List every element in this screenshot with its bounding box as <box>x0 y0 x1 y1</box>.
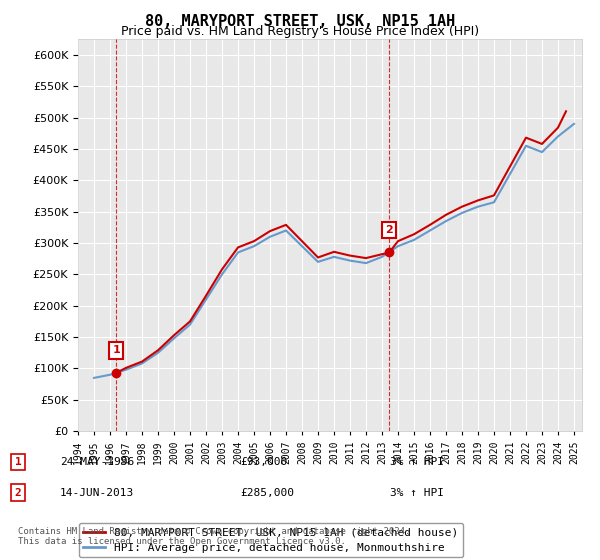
80, MARYPORT STREET, USK, NP15 1AH (detached house) <box>490 192 497 199</box>
80, MARYPORT STREET, USK, NP15 1AH (detached house) <box>187 318 194 325</box>
HPI: Average price, detached house, Monmouthshire: (2.01e+03, 2.95e+05): Average price, detached house, Monmouths… <box>394 243 401 250</box>
80, MARYPORT STREET, USK, NP15 1AH (detached house) <box>386 249 393 256</box>
HPI: Average price, detached house, Monmouthshire: (2.02e+03, 4.55e+05): Average price, detached house, Monmouths… <box>523 142 530 149</box>
Text: 80, MARYPORT STREET, USK, NP15 1AH: 80, MARYPORT STREET, USK, NP15 1AH <box>145 14 455 29</box>
HPI: Average price, detached house, Monmouthshire: (2.02e+03, 3.58e+05): Average price, detached house, Monmouths… <box>475 203 482 210</box>
80, MARYPORT STREET, USK, NP15 1AH (detached house) <box>523 134 530 141</box>
Text: 14-JUN-2013: 14-JUN-2013 <box>60 488 134 498</box>
Text: £285,000: £285,000 <box>240 488 294 498</box>
Text: 3% ↑ HPI: 3% ↑ HPI <box>390 457 444 467</box>
HPI: Average price, detached house, Monmouthshire: (2e+03, 2.95e+05): Average price, detached house, Monmouths… <box>250 243 257 250</box>
HPI: Average price, detached house, Monmouthshire: (2.02e+03, 4.45e+05): Average price, detached house, Monmouths… <box>538 149 545 156</box>
80, MARYPORT STREET, USK, NP15 1AH (detached house) <box>170 332 178 339</box>
Line: 80, MARYPORT STREET, USK, NP15 1AH (detached house): 80, MARYPORT STREET, USK, NP15 1AH (deta… <box>116 111 566 373</box>
80, MARYPORT STREET, USK, NP15 1AH (detached house) <box>314 254 322 261</box>
80, MARYPORT STREET, USK, NP15 1AH (detached house) <box>154 347 161 354</box>
Text: 2: 2 <box>14 488 22 498</box>
HPI: Average price, detached house, Monmouthshire: (2.01e+03, 2.95e+05): Average price, detached house, Monmouths… <box>298 243 305 250</box>
80, MARYPORT STREET, USK, NP15 1AH (detached house) <box>331 249 338 255</box>
80, MARYPORT STREET, USK, NP15 1AH (detached house) <box>346 252 353 259</box>
80, MARYPORT STREET, USK, NP15 1AH (detached house) <box>283 222 290 228</box>
80, MARYPORT STREET, USK, NP15 1AH (detached house) <box>266 228 274 235</box>
80, MARYPORT STREET, USK, NP15 1AH (detached house) <box>538 141 545 147</box>
80, MARYPORT STREET, USK, NP15 1AH (detached house) <box>475 197 482 204</box>
HPI: Average price, detached house, Monmouthshire: (2e+03, 2.85e+05): Average price, detached house, Monmouths… <box>235 249 242 256</box>
HPI: Average price, detached house, Monmouthshire: (2e+03, 2.1e+05): Average price, detached house, Monmouths… <box>202 296 209 303</box>
HPI: Average price, detached house, Monmouthshire: (2.01e+03, 2.68e+05): Average price, detached house, Monmouths… <box>362 260 370 267</box>
HPI: Average price, detached house, Monmouthshire: (2.02e+03, 4.9e+05): Average price, detached house, Monmouths… <box>571 120 578 127</box>
Legend: 80, MARYPORT STREET, USK, NP15 1AH (detached house), HPI: Average price, detache: 80, MARYPORT STREET, USK, NP15 1AH (deta… <box>79 523 463 557</box>
80, MARYPORT STREET, USK, NP15 1AH (detached house) <box>506 163 514 170</box>
Text: 2: 2 <box>385 225 393 235</box>
Text: £93,000: £93,000 <box>240 457 287 467</box>
Text: 1: 1 <box>14 457 22 467</box>
HPI: Average price, detached house, Monmouthshire: (2.02e+03, 3.2e+05): Average price, detached house, Monmouths… <box>427 227 434 234</box>
HPI: Average price, detached house, Monmouthshire: (2.02e+03, 3.35e+05): Average price, detached house, Monmouths… <box>442 218 449 225</box>
HPI: Average price, detached house, Monmouthshire: (2.02e+03, 3.65e+05): Average price, detached house, Monmouths… <box>490 199 497 206</box>
HPI: Average price, detached house, Monmouthshire: (2.01e+03, 2.78e+05): Average price, detached house, Monmouths… <box>379 254 386 260</box>
80, MARYPORT STREET, USK, NP15 1AH (detached house) <box>362 255 370 262</box>
HPI: Average price, detached house, Monmouthshire: (2e+03, 1.48e+05): Average price, detached house, Monmouths… <box>170 335 178 342</box>
80, MARYPORT STREET, USK, NP15 1AH (detached house) <box>410 231 418 237</box>
80, MARYPORT STREET, USK, NP15 1AH (detached house) <box>235 244 242 251</box>
80, MARYPORT STREET, USK, NP15 1AH (detached house) <box>298 238 305 245</box>
80, MARYPORT STREET, USK, NP15 1AH (detached house) <box>250 238 257 245</box>
80, MARYPORT STREET, USK, NP15 1AH (detached house) <box>427 222 434 228</box>
HPI: Average price, detached house, Monmouthshire: (2.01e+03, 3.2e+05): Average price, detached house, Monmouths… <box>283 227 290 234</box>
80, MARYPORT STREET, USK, NP15 1AH (detached house) <box>458 203 466 210</box>
Text: 3% ↑ HPI: 3% ↑ HPI <box>390 488 444 498</box>
HPI: Average price, detached house, Monmouthshire: (2e+03, 1.25e+05): Average price, detached house, Monmouths… <box>154 349 161 356</box>
80, MARYPORT STREET, USK, NP15 1AH (detached house) <box>442 212 449 218</box>
HPI: Average price, detached house, Monmouthshire: (2e+03, 2.5e+05): Average price, detached house, Monmouths… <box>218 271 226 278</box>
HPI: Average price, detached house, Monmouthshire: (2e+03, 1.7e+05): Average price, detached house, Monmouths… <box>187 321 194 328</box>
80, MARYPORT STREET, USK, NP15 1AH (detached house) <box>554 124 562 131</box>
80, MARYPORT STREET, USK, NP15 1AH (detached house) <box>562 108 569 115</box>
HPI: Average price, detached house, Monmouthshire: (2.02e+03, 4.7e+05): Average price, detached house, Monmouths… <box>554 133 562 140</box>
HPI: Average price, detached house, Monmouthshire: (2e+03, 8.5e+04): Average price, detached house, Monmouths… <box>91 375 98 381</box>
Text: Price paid vs. HM Land Registry's House Price Index (HPI): Price paid vs. HM Land Registry's House … <box>121 25 479 38</box>
Text: 24-MAY-1996: 24-MAY-1996 <box>60 457 134 467</box>
80, MARYPORT STREET, USK, NP15 1AH (detached house) <box>218 266 226 273</box>
HPI: Average price, detached house, Monmouthshire: (2.02e+03, 3.05e+05): Average price, detached house, Monmouths… <box>410 236 418 243</box>
HPI: Average price, detached house, Monmouthshire: (2e+03, 1.08e+05): Average price, detached house, Monmouths… <box>139 360 146 367</box>
Text: 1: 1 <box>112 346 120 355</box>
80, MARYPORT STREET, USK, NP15 1AH (detached house) <box>112 370 119 376</box>
80, MARYPORT STREET, USK, NP15 1AH (detached house) <box>394 238 401 245</box>
HPI: Average price, detached house, Monmouthshire: (2.01e+03, 2.72e+05): Average price, detached house, Monmouths… <box>346 257 353 264</box>
HPI: Average price, detached house, Monmouthshire: (2.01e+03, 2.78e+05): Average price, detached house, Monmouths… <box>331 254 338 260</box>
HPI: Average price, detached house, Monmouthshire: (2e+03, 9.8e+04): Average price, detached house, Monmouths… <box>122 366 130 373</box>
Line: HPI: Average price, detached house, Monmouthshire: HPI: Average price, detached house, Monm… <box>94 124 574 378</box>
HPI: Average price, detached house, Monmouthshire: (2.02e+03, 4.1e+05): Average price, detached house, Monmouths… <box>506 171 514 178</box>
80, MARYPORT STREET, USK, NP15 1AH (detached house) <box>202 292 209 299</box>
80, MARYPORT STREET, USK, NP15 1AH (detached house) <box>139 358 146 365</box>
HPI: Average price, detached house, Monmouthshire: (2.01e+03, 3.1e+05): Average price, detached house, Monmouths… <box>266 234 274 240</box>
80, MARYPORT STREET, USK, NP15 1AH (detached house) <box>122 365 130 371</box>
HPI: Average price, detached house, Monmouthshire: (2.01e+03, 2.7e+05): Average price, detached house, Monmouths… <box>314 259 322 265</box>
HPI: Average price, detached house, Monmouthshire: (2e+03, 9e+04): Average price, detached house, Monmouths… <box>106 371 113 378</box>
HPI: Average price, detached house, Monmouthshire: (2.02e+03, 3.48e+05): Average price, detached house, Monmouths… <box>458 209 466 216</box>
Text: Contains HM Land Registry data © Crown copyright and database right 2024.
This d: Contains HM Land Registry data © Crown c… <box>18 526 410 546</box>
